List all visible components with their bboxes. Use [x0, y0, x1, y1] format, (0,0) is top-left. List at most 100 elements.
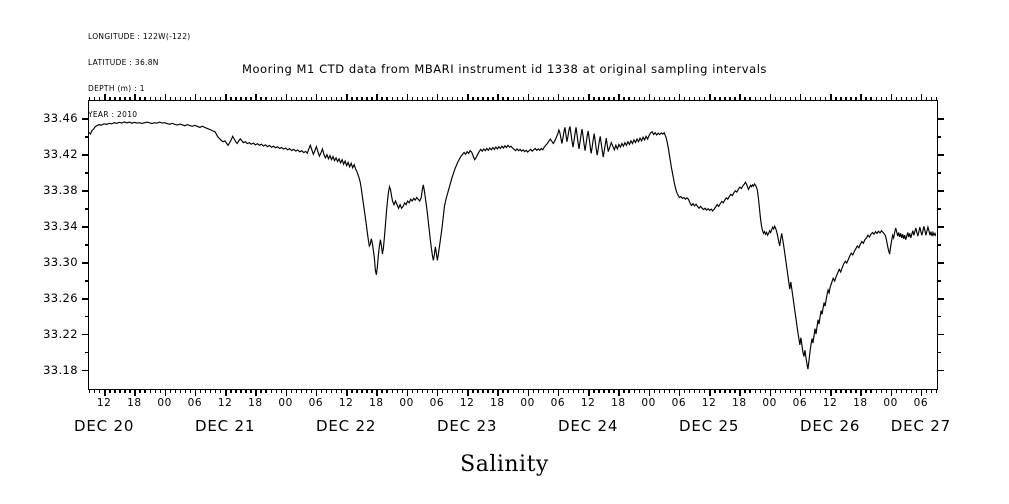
x-tick-minor	[169, 97, 172, 101]
x-tick-minor	[235, 389, 237, 393]
y-tick-minor	[937, 316, 941, 318]
x-tick-major	[134, 94, 136, 101]
x-tick-minor	[477, 97, 479, 101]
x-tick-major	[225, 389, 227, 396]
y-tick-minor	[85, 352, 89, 354]
x-tick-minor	[386, 97, 388, 101]
x-tick-minor	[462, 97, 464, 101]
x-tick-minor	[320, 97, 323, 101]
x-tick-minor	[280, 389, 282, 393]
x-tick-minor	[356, 389, 358, 393]
x-tick-minor	[895, 389, 898, 393]
x-tick-major	[315, 94, 318, 101]
x-tick-minor	[789, 389, 792, 393]
x-tick-minor	[371, 97, 373, 101]
x-hour-label: 12	[338, 397, 354, 409]
x-hour-label: 00	[762, 397, 777, 409]
x-hour-label: 06	[671, 397, 687, 409]
x-tick-minor	[245, 97, 247, 101]
x-tick-minor	[699, 97, 701, 101]
y-tick-label: 33.38	[43, 183, 78, 198]
x-tick-minor	[305, 97, 308, 101]
x-tick-minor	[734, 389, 736, 393]
x-hour-label: 18	[248, 397, 263, 409]
x-tick-minor	[613, 97, 615, 101]
x-tick-major	[830, 94, 832, 101]
x-tick-minor	[613, 389, 615, 393]
x-tick-minor	[114, 389, 116, 393]
y-tick-label: 33.46	[43, 111, 78, 126]
x-tick-minor	[184, 389, 187, 393]
y-tick-major	[82, 370, 89, 372]
x-tick-minor	[815, 97, 817, 101]
x-tick-major	[104, 389, 106, 396]
x-tick-minor	[522, 97, 524, 101]
x-tick-minor	[250, 97, 252, 101]
y-tick-label: 33.34	[43, 219, 78, 234]
x-tick-minor	[774, 389, 777, 393]
x-tick-major	[134, 389, 136, 396]
x-tick-minor	[779, 97, 782, 101]
x-hour-label: 06	[308, 397, 324, 409]
plot-area: 33.46 33.42 33.38 33.34 33.30 33.26 33.22 33.18…	[43, 94, 950, 435]
x-tick-minor	[290, 97, 293, 101]
x-tick-minor	[260, 97, 262, 101]
y-tick-major	[82, 298, 89, 300]
x-tick-minor	[457, 389, 459, 393]
x-tick-minor	[905, 389, 908, 393]
x-tick-minor	[653, 97, 656, 101]
x-tick-minor	[633, 97, 635, 101]
x-tick-minor	[336, 389, 338, 393]
y-tick-minor	[937, 280, 941, 282]
x-tick-minor	[608, 97, 610, 101]
x-tick-minor	[845, 389, 847, 393]
y-tick-major	[937, 262, 944, 264]
x-tick-minor	[189, 389, 192, 393]
x-tick-major	[618, 94, 620, 101]
y-tick-major	[937, 370, 944, 372]
x-hour-label: 06	[792, 397, 808, 409]
x-tick-major	[315, 389, 318, 396]
x-tick-minor	[542, 97, 545, 101]
y-tick-minor	[937, 172, 941, 174]
chart-title: Mooring M1 CTD data from MBARI instrumen…	[242, 62, 767, 76]
x-tick-minor	[109, 97, 111, 101]
x-tick-minor	[567, 97, 570, 101]
x-tick-minor	[910, 389, 913, 393]
x-tick-minor	[356, 97, 358, 101]
x-tick-minor	[668, 389, 671, 393]
metadata-line-latitude: LATITUDE : 36.8N	[88, 57, 159, 67]
x-tick-minor	[295, 389, 298, 393]
x-tick-minor	[865, 389, 867, 393]
x-tick-minor	[704, 389, 706, 393]
x-tick-minor	[880, 389, 882, 393]
x-tick-minor	[426, 389, 429, 393]
x-hour-label: 12	[96, 397, 112, 409]
y-tick-major	[82, 226, 89, 228]
x-tick-major	[739, 389, 741, 396]
x-tick-minor	[300, 97, 303, 101]
x-tick-minor	[441, 97, 444, 101]
x-tick-minor	[411, 389, 414, 393]
x-tick-minor	[804, 97, 807, 101]
x-tick-minor	[290, 389, 293, 393]
x-tick-minor	[784, 97, 787, 101]
x-tick-minor	[532, 389, 535, 393]
x-tick-minor	[809, 389, 812, 393]
x-tick-minor	[825, 389, 827, 393]
y-tick-minor	[85, 136, 89, 138]
x-tick-minor	[562, 97, 565, 101]
x-tick-minor	[683, 97, 686, 101]
x-hour-label: 06	[913, 397, 929, 409]
x-tick-minor	[477, 389, 479, 393]
x-tick-minor	[401, 97, 403, 101]
x-tick-minor	[275, 97, 277, 101]
x-tick-minor	[532, 97, 535, 101]
x-tick-major	[618, 389, 620, 396]
x-tick-minor	[870, 389, 872, 393]
x-tick-minor	[593, 97, 595, 101]
x-tick-minor	[462, 389, 464, 393]
x-tick-minor	[840, 389, 842, 393]
x-tick-major	[164, 94, 167, 101]
x-tick-minor	[905, 97, 908, 101]
